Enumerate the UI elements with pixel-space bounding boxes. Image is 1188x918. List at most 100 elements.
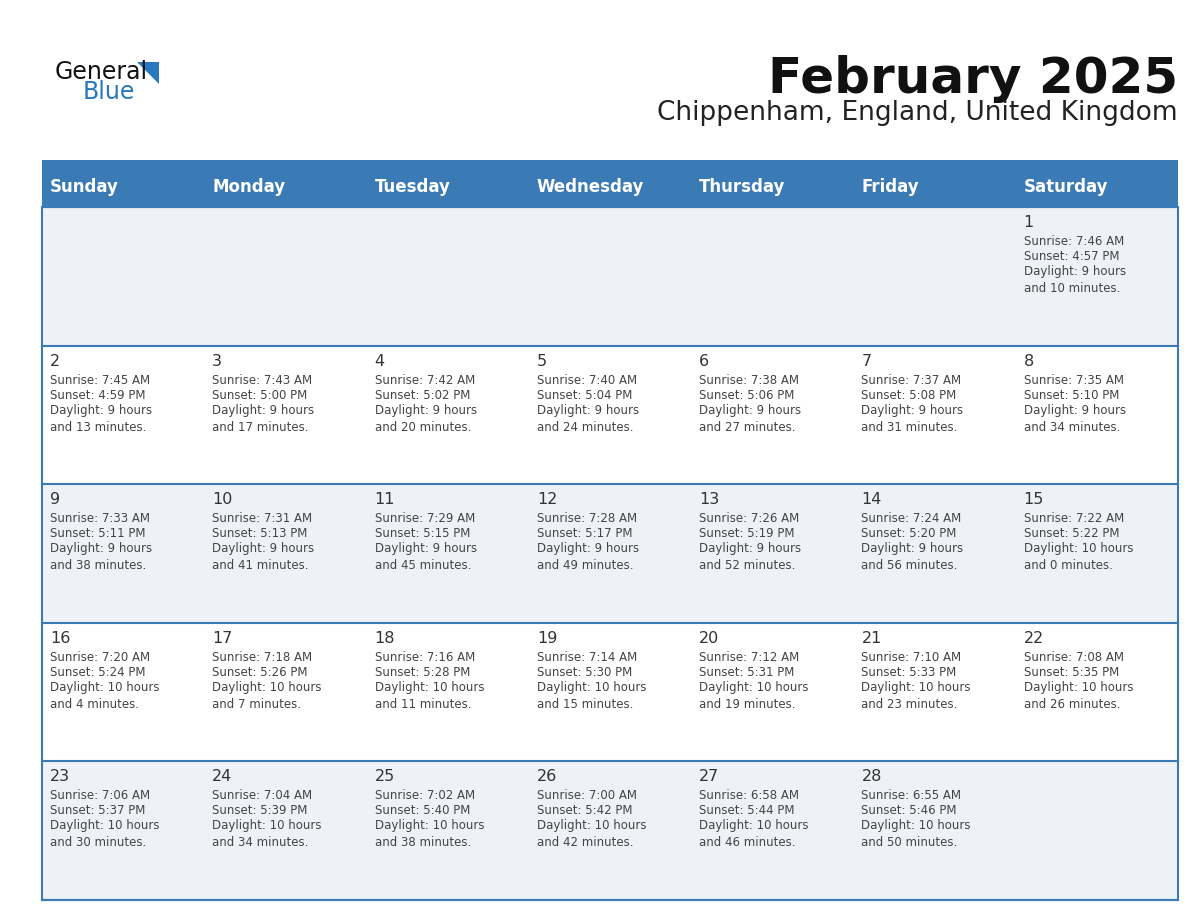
Text: 4: 4	[374, 353, 385, 369]
Text: Daylight: 9 hours
and 31 minutes.: Daylight: 9 hours and 31 minutes.	[861, 404, 963, 433]
Bar	[691, 484, 853, 622]
Bar	[853, 345, 1016, 484]
Text: 18: 18	[374, 631, 396, 645]
Text: Sunset: 5:11 PM: Sunset: 5:11 PM	[50, 527, 145, 540]
Text: 11: 11	[374, 492, 396, 508]
Text: Sunset: 5:17 PM: Sunset: 5:17 PM	[537, 527, 632, 540]
Text: 6: 6	[700, 353, 709, 369]
Text: Daylight: 10 hours
and 4 minutes.: Daylight: 10 hours and 4 minutes.	[50, 681, 159, 711]
Text: Daylight: 9 hours
and 20 minutes.: Daylight: 9 hours and 20 minutes.	[374, 404, 476, 433]
Text: Sunrise: 7:46 AM: Sunrise: 7:46 AM	[1024, 235, 1124, 248]
Bar	[1016, 345, 1178, 484]
Text: Sunset: 5:44 PM: Sunset: 5:44 PM	[700, 804, 795, 817]
Text: Daylight: 9 hours
and 10 minutes.: Daylight: 9 hours and 10 minutes.	[1024, 265, 1126, 295]
Bar	[853, 207, 1016, 345]
Text: Daylight: 9 hours
and 34 minutes.: Daylight: 9 hours and 34 minutes.	[1024, 404, 1126, 433]
Text: Sunset: 5:08 PM: Sunset: 5:08 PM	[861, 388, 956, 401]
Bar	[42, 761, 204, 900]
Bar	[691, 345, 853, 484]
Text: Sunrise: 7:45 AM: Sunrise: 7:45 AM	[50, 374, 150, 386]
Text: 12: 12	[537, 492, 557, 508]
Bar	[1016, 484, 1178, 622]
Text: Sunset: 5:22 PM: Sunset: 5:22 PM	[1024, 527, 1119, 540]
Bar	[42, 622, 204, 761]
Text: Daylight: 10 hours
and 30 minutes.: Daylight: 10 hours and 30 minutes.	[50, 820, 159, 849]
Text: Sunset: 5:19 PM: Sunset: 5:19 PM	[700, 527, 795, 540]
Bar	[367, 622, 529, 761]
Text: Sunrise: 7:24 AM: Sunrise: 7:24 AM	[861, 512, 961, 525]
Text: Sunrise: 7:33 AM: Sunrise: 7:33 AM	[50, 512, 150, 525]
Bar	[529, 484, 691, 622]
Text: Daylight: 9 hours
and 52 minutes.: Daylight: 9 hours and 52 minutes.	[700, 543, 801, 572]
Text: Sunset: 5:13 PM: Sunset: 5:13 PM	[213, 527, 308, 540]
Text: Daylight: 10 hours
and 34 minutes.: Daylight: 10 hours and 34 minutes.	[213, 820, 322, 849]
Text: Daylight: 10 hours
and 11 minutes.: Daylight: 10 hours and 11 minutes.	[374, 681, 484, 711]
Text: 22: 22	[1024, 631, 1044, 645]
Text: Daylight: 9 hours
and 38 minutes.: Daylight: 9 hours and 38 minutes.	[50, 543, 152, 572]
Text: 15: 15	[1024, 492, 1044, 508]
Text: Sunset: 5:28 PM: Sunset: 5:28 PM	[374, 666, 470, 678]
Text: Sunset: 5:26 PM: Sunset: 5:26 PM	[213, 666, 308, 678]
Text: Sunrise: 7:42 AM: Sunrise: 7:42 AM	[374, 374, 475, 386]
Text: Daylight: 10 hours
and 0 minutes.: Daylight: 10 hours and 0 minutes.	[1024, 543, 1133, 572]
Text: Sunrise: 7:40 AM: Sunrise: 7:40 AM	[537, 374, 637, 386]
Text: 19: 19	[537, 631, 557, 645]
Bar	[853, 622, 1016, 761]
Text: Sunrise: 7:04 AM: Sunrise: 7:04 AM	[213, 789, 312, 802]
Text: Sunset: 5:33 PM: Sunset: 5:33 PM	[861, 666, 956, 678]
Text: Sunset: 5:15 PM: Sunset: 5:15 PM	[374, 527, 470, 540]
Text: Sunset: 5:40 PM: Sunset: 5:40 PM	[374, 804, 470, 817]
Bar	[529, 345, 691, 484]
Text: Sunrise: 7:12 AM: Sunrise: 7:12 AM	[700, 651, 800, 664]
Bar	[42, 345, 204, 484]
Text: Sunrise: 6:58 AM: Sunrise: 6:58 AM	[700, 789, 800, 802]
Bar	[1016, 207, 1178, 345]
Text: Sunset: 5:46 PM: Sunset: 5:46 PM	[861, 804, 956, 817]
Polygon shape	[137, 62, 159, 84]
Bar	[691, 622, 853, 761]
Text: Daylight: 10 hours
and 23 minutes.: Daylight: 10 hours and 23 minutes.	[861, 681, 971, 711]
Text: Sunrise: 7:02 AM: Sunrise: 7:02 AM	[374, 789, 475, 802]
Bar	[367, 761, 529, 900]
Text: 7: 7	[861, 353, 872, 369]
Text: Sunset: 5:20 PM: Sunset: 5:20 PM	[861, 527, 956, 540]
Text: Sunset: 5:06 PM: Sunset: 5:06 PM	[700, 388, 795, 401]
Text: Sunset: 4:57 PM: Sunset: 4:57 PM	[1024, 250, 1119, 263]
Text: Daylight: 9 hours
and 56 minutes.: Daylight: 9 hours and 56 minutes.	[861, 543, 963, 572]
Text: February 2025: February 2025	[767, 55, 1178, 103]
Text: Sunrise: 7:14 AM: Sunrise: 7:14 AM	[537, 651, 637, 664]
Text: 20: 20	[700, 631, 720, 645]
Text: Sunday: Sunday	[50, 178, 119, 196]
Text: Sunrise: 7:28 AM: Sunrise: 7:28 AM	[537, 512, 637, 525]
Text: 16: 16	[50, 631, 70, 645]
Text: 5: 5	[537, 353, 546, 369]
Text: Daylight: 9 hours
and 45 minutes.: Daylight: 9 hours and 45 minutes.	[374, 543, 476, 572]
Bar	[367, 207, 529, 345]
Text: Daylight: 10 hours
and 50 minutes.: Daylight: 10 hours and 50 minutes.	[861, 820, 971, 849]
Text: Sunset: 5:39 PM: Sunset: 5:39 PM	[213, 804, 308, 817]
Text: Sunset: 5:31 PM: Sunset: 5:31 PM	[700, 666, 795, 678]
Bar	[204, 345, 367, 484]
Text: Sunset: 5:42 PM: Sunset: 5:42 PM	[537, 804, 632, 817]
Text: General: General	[55, 60, 148, 84]
Text: Sunset: 5:02 PM: Sunset: 5:02 PM	[374, 388, 470, 401]
Text: Friday: Friday	[861, 178, 920, 196]
Text: Daylight: 9 hours
and 17 minutes.: Daylight: 9 hours and 17 minutes.	[213, 404, 315, 433]
Text: Daylight: 10 hours
and 38 minutes.: Daylight: 10 hours and 38 minutes.	[374, 820, 484, 849]
Text: 8: 8	[1024, 353, 1034, 369]
Text: Sunset: 5:00 PM: Sunset: 5:00 PM	[213, 388, 308, 401]
Text: 13: 13	[700, 492, 720, 508]
Text: Sunrise: 7:43 AM: Sunrise: 7:43 AM	[213, 374, 312, 386]
Text: 28: 28	[861, 769, 881, 784]
Text: Sunset: 5:04 PM: Sunset: 5:04 PM	[537, 388, 632, 401]
Bar	[1016, 761, 1178, 900]
Text: Daylight: 10 hours
and 26 minutes.: Daylight: 10 hours and 26 minutes.	[1024, 681, 1133, 711]
Text: 17: 17	[213, 631, 233, 645]
Bar	[367, 484, 529, 622]
Text: Daylight: 9 hours
and 41 minutes.: Daylight: 9 hours and 41 minutes.	[213, 543, 315, 572]
Text: Chippenham, England, United Kingdom: Chippenham, England, United Kingdom	[657, 100, 1178, 126]
Text: 26: 26	[537, 769, 557, 784]
Text: Daylight: 10 hours
and 46 minutes.: Daylight: 10 hours and 46 minutes.	[700, 820, 809, 849]
Text: Monday: Monday	[213, 178, 285, 196]
Text: Sunrise: 7:35 AM: Sunrise: 7:35 AM	[1024, 374, 1124, 386]
